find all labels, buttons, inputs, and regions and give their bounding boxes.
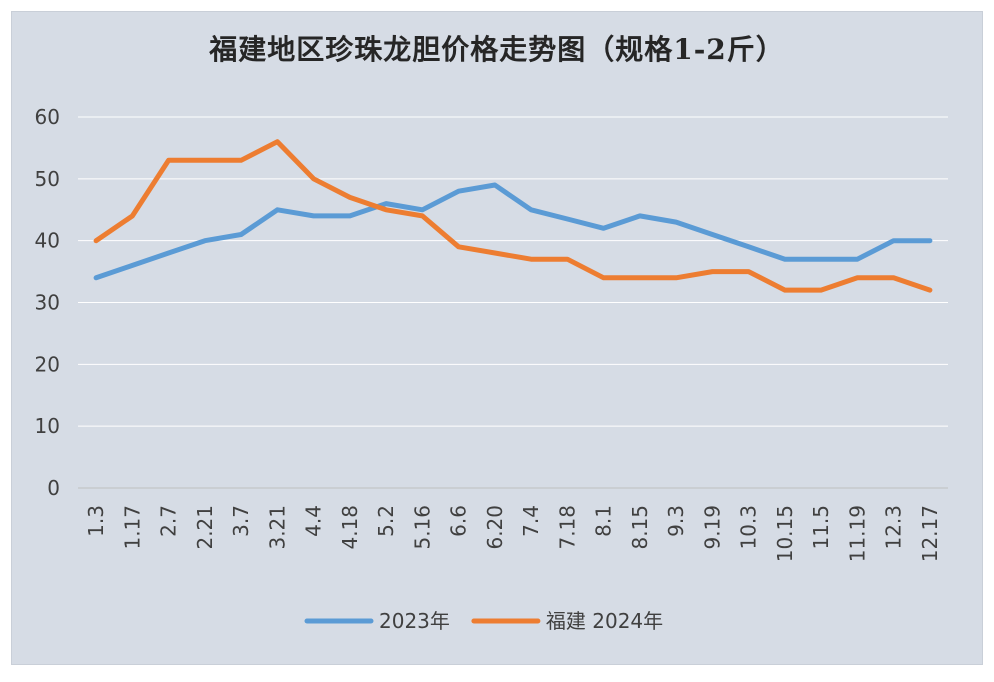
x-tick-label-12.17: 12.17 xyxy=(918,505,942,562)
y-tick-label-40: 40 xyxy=(35,229,60,253)
x-tick-label-1.3: 1.3 xyxy=(84,505,108,537)
x-tick-label-3.21: 3.21 xyxy=(265,505,289,550)
x-tick-label-8.15: 8.15 xyxy=(628,505,652,550)
x-tick-label-7.18: 7.18 xyxy=(555,505,579,550)
x-tick-label-4.18: 4.18 xyxy=(338,505,362,550)
y-tick-label-0: 0 xyxy=(47,476,60,500)
x-tick-label-10.15: 10.15 xyxy=(773,505,797,562)
y-tick-label-60: 60 xyxy=(35,105,60,129)
y-tick-label-10: 10 xyxy=(35,414,60,438)
x-tick-label-7.4: 7.4 xyxy=(519,505,543,537)
x-tick-label-9.3: 9.3 xyxy=(664,505,688,537)
x-tick-label-11.19: 11.19 xyxy=(845,505,869,562)
chart-title: 福建地区珍珠龙胆价格走势图（规格1-2斤） xyxy=(209,33,785,66)
legend-label-2: 福建 2024年 xyxy=(546,609,663,633)
x-tick-label-11.5: 11.5 xyxy=(809,505,833,550)
x-tick-label-3.7: 3.7 xyxy=(229,505,253,537)
x-tick-label-5.16: 5.16 xyxy=(410,505,434,550)
y-tick-label-30: 30 xyxy=(35,291,60,315)
x-tick-label-12.3: 12.3 xyxy=(882,505,906,550)
y-tick-label-20: 20 xyxy=(35,352,60,376)
x-tick-label-2.21: 2.21 xyxy=(193,505,217,550)
x-tick-label-5.2: 5.2 xyxy=(374,505,398,537)
x-tick-label-9.19: 9.19 xyxy=(700,505,724,550)
series-line-2 xyxy=(93,139,933,293)
x-tick-label-10.3: 10.3 xyxy=(737,505,761,550)
series-line-1 xyxy=(93,182,933,281)
x-tick-label-2.7: 2.7 xyxy=(157,505,181,537)
x-tick-label-4.4: 4.4 xyxy=(302,505,326,537)
chart-area xyxy=(11,11,983,665)
x-tick-label-6.20: 6.20 xyxy=(483,505,507,550)
x-tick-label-6.6: 6.6 xyxy=(447,505,471,537)
x-tick-label-1.17: 1.17 xyxy=(120,505,144,550)
legend-label-1: 2023年 xyxy=(379,609,450,633)
x-tick-label-8.1: 8.1 xyxy=(592,505,616,537)
y-tick-label-50: 50 xyxy=(35,167,60,191)
